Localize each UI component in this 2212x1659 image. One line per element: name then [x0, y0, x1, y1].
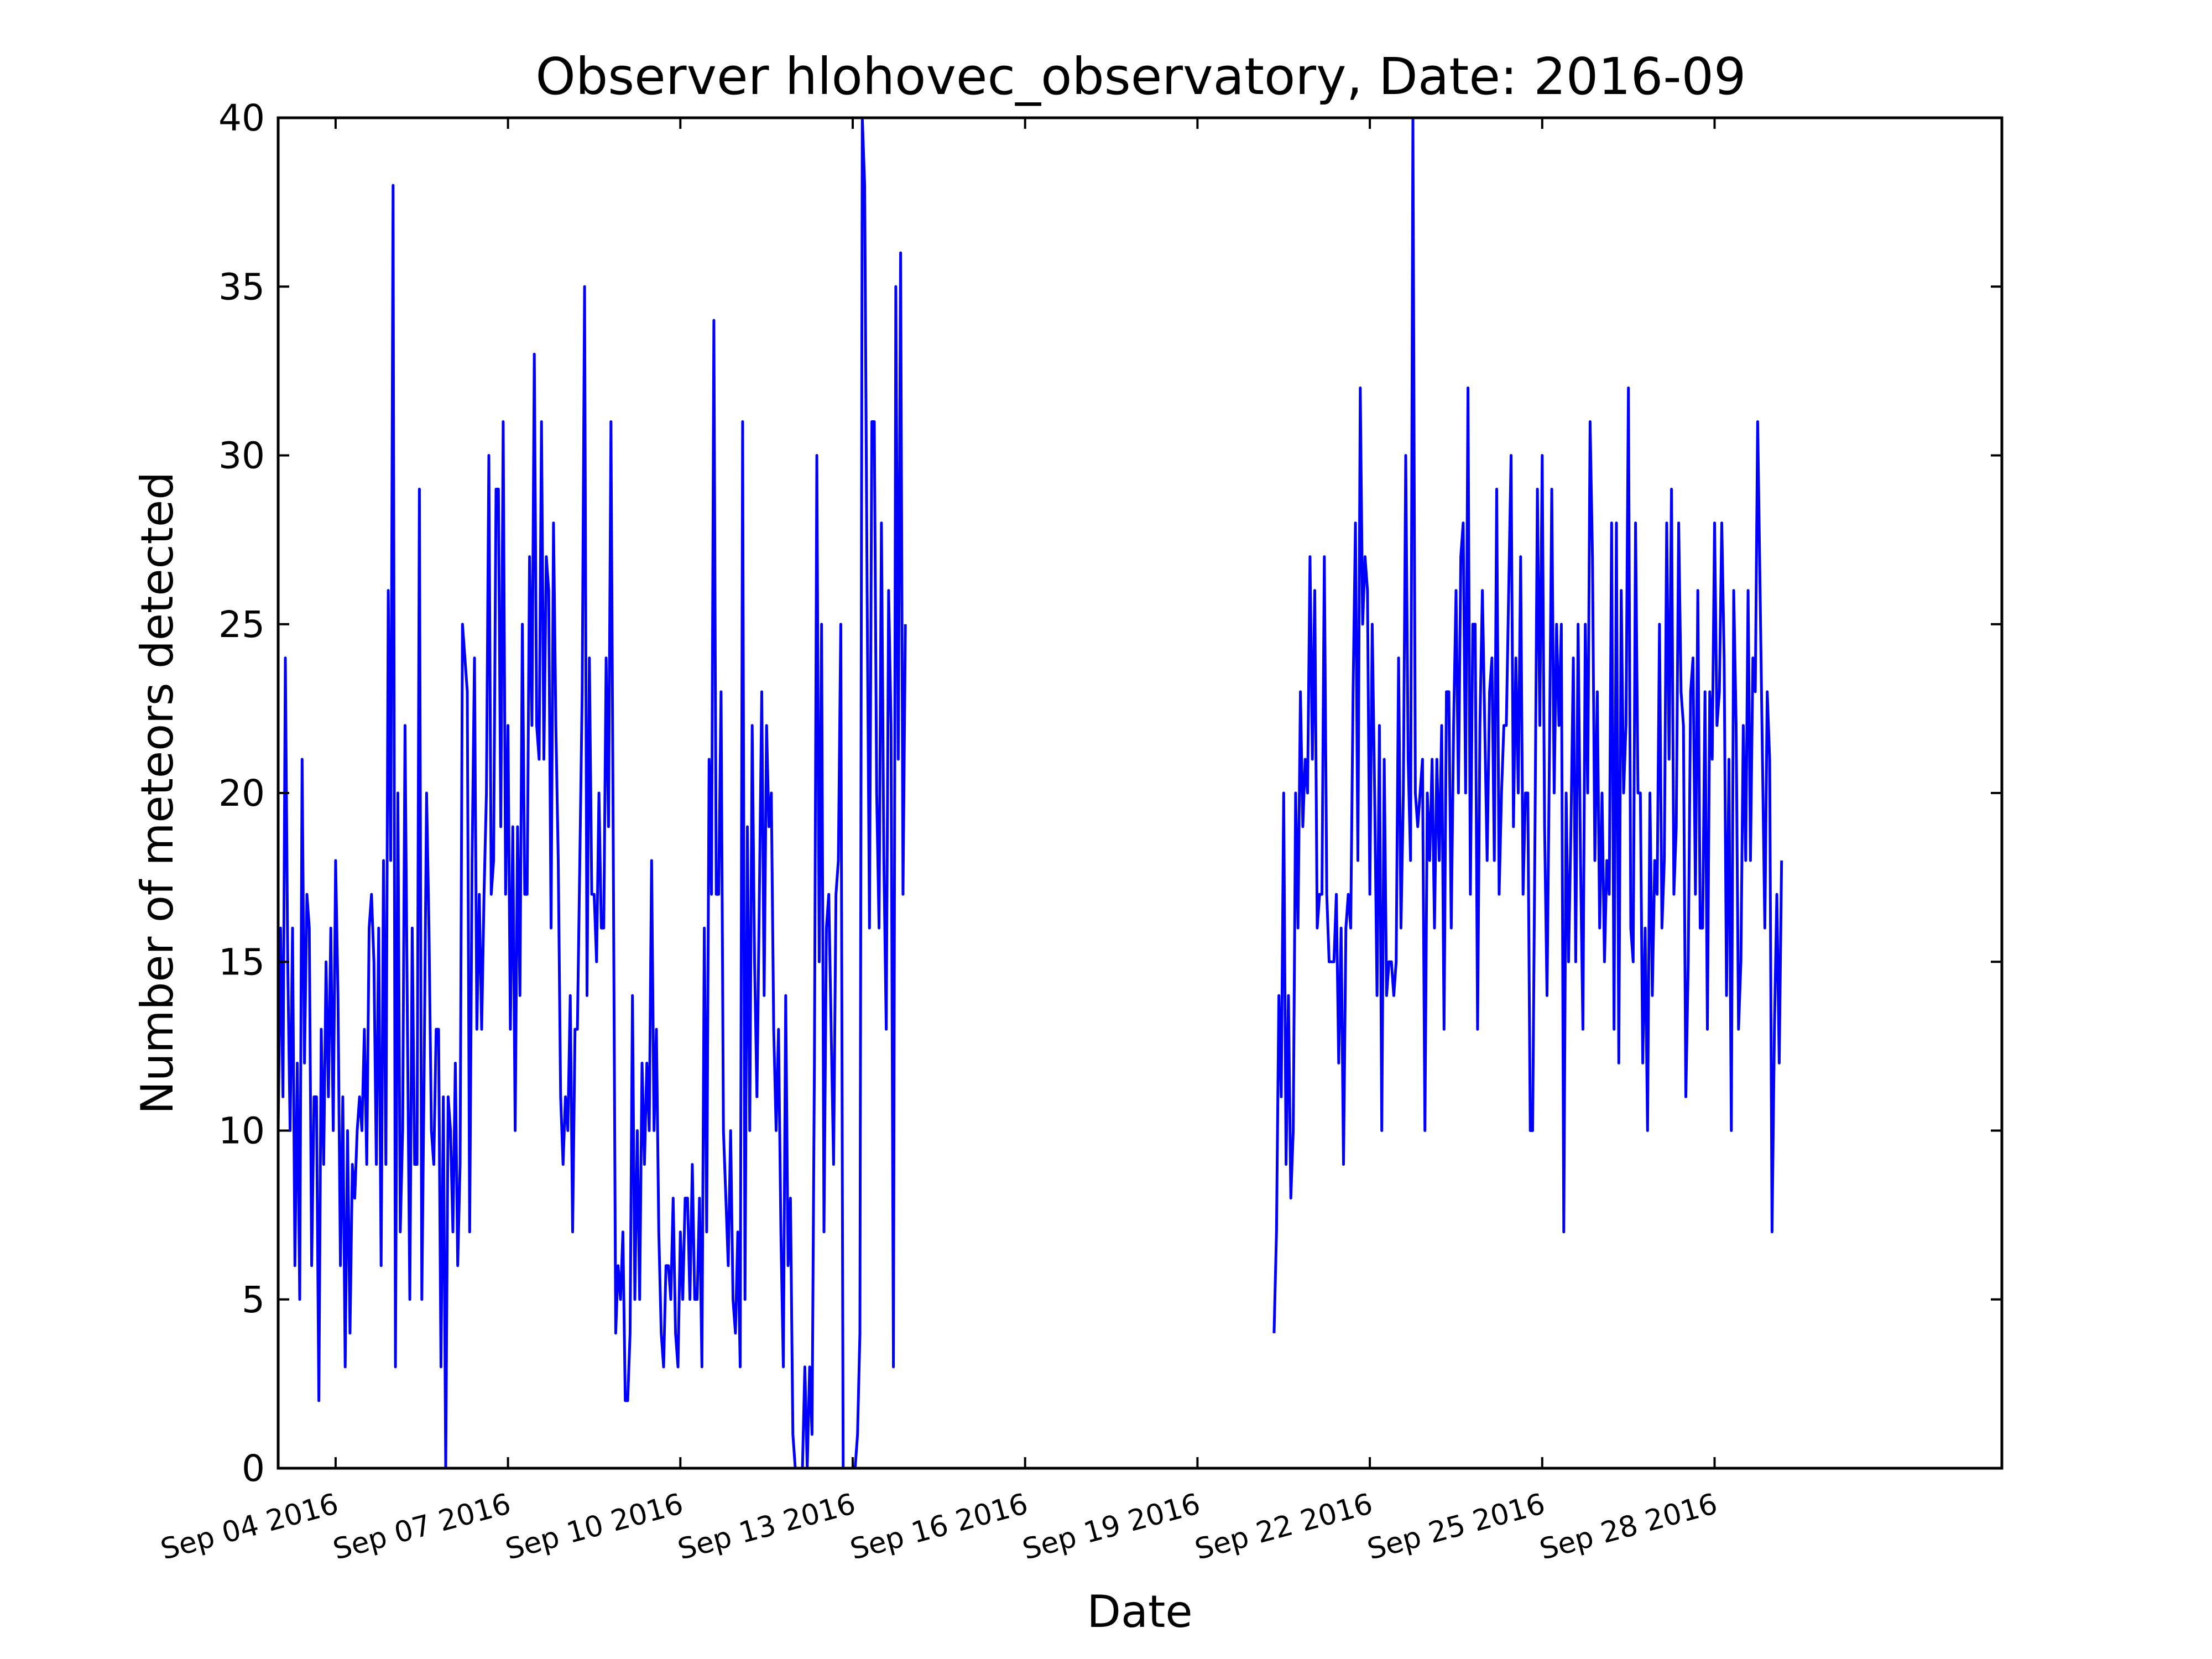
y-tick-label: 5: [242, 1279, 265, 1321]
x-axis-label: Date: [1087, 1586, 1192, 1637]
y-tick-label: 35: [218, 265, 265, 308]
y-tick-label: 25: [218, 603, 265, 646]
y-axis-label: Number of meteors detected: [132, 472, 183, 1114]
y-tick-label: 40: [218, 97, 265, 139]
y-axis: 0 5 10 15 20 25 30 35 40: [218, 97, 2002, 1490]
y-tick-label: 0: [242, 1447, 265, 1490]
series-line-segment-1: [278, 118, 907, 1468]
y-tick-label: 10: [218, 1110, 265, 1152]
chart-title: Observer hlohovec_observatory, Date: 201…: [535, 47, 1746, 106]
plot-area: [278, 118, 2002, 1468]
series-line-segment-2: [1272, 118, 1783, 1333]
y-tick-label: 15: [218, 941, 265, 983]
y-tick-label: 30: [218, 435, 265, 477]
y-tick-label: 20: [218, 772, 265, 815]
series-layer: [278, 118, 1783, 1468]
